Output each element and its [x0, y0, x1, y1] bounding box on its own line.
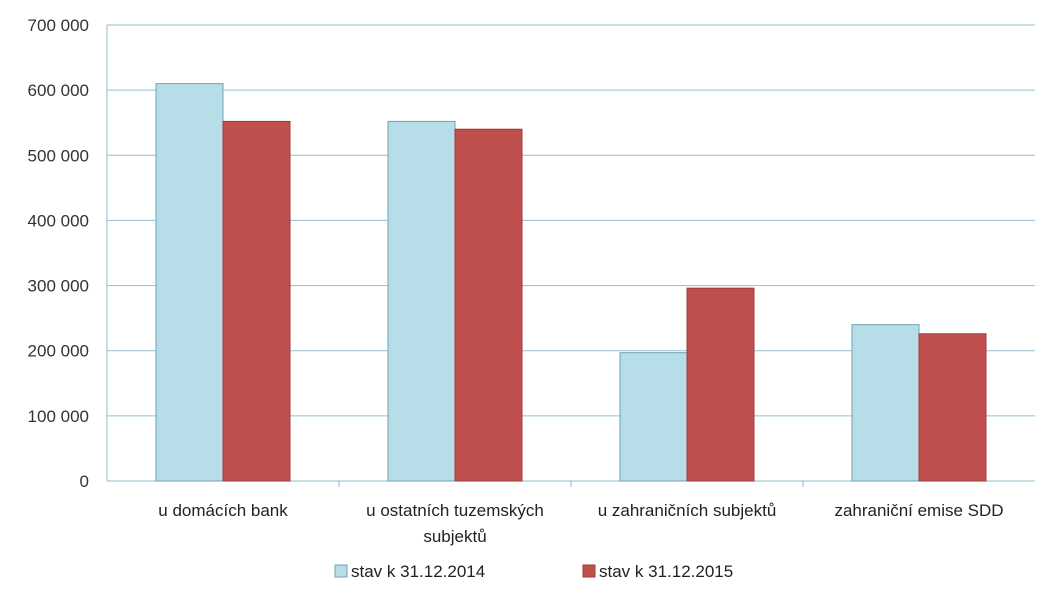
legend-label: stav k 31.12.2014 — [351, 562, 485, 581]
x-tick-label: u zahraničních subjektů — [598, 501, 777, 520]
y-tick-label: 600 000 — [28, 81, 89, 100]
bar — [155, 83, 224, 482]
bar — [619, 352, 688, 482]
bar — [222, 120, 291, 482]
bar — [918, 333, 987, 482]
bar — [686, 287, 755, 482]
y-tick-label: 700 000 — [28, 16, 89, 35]
y-tick-label: 0 — [80, 472, 89, 491]
x-tick-label: u ostatních tuzemských — [366, 501, 544, 520]
y-tick-label: 300 000 — [28, 277, 89, 296]
y-tick-label: 500 000 — [28, 146, 89, 165]
bar — [387, 120, 456, 482]
y-tick-label: 100 000 — [28, 407, 89, 426]
y-tick-label: 200 000 — [28, 342, 89, 361]
bar — [851, 324, 920, 482]
legend-swatch — [582, 564, 596, 578]
bar — [454, 128, 523, 482]
x-tick-label: u domácích bank — [158, 501, 288, 520]
legend-label: stav k 31.12.2015 — [599, 562, 733, 581]
x-tick-label: zahraniční emise SDD — [834, 501, 1003, 520]
x-tick-label: subjektů — [423, 527, 486, 546]
y-tick-label: 400 000 — [28, 211, 89, 230]
legend-swatch — [334, 564, 348, 578]
